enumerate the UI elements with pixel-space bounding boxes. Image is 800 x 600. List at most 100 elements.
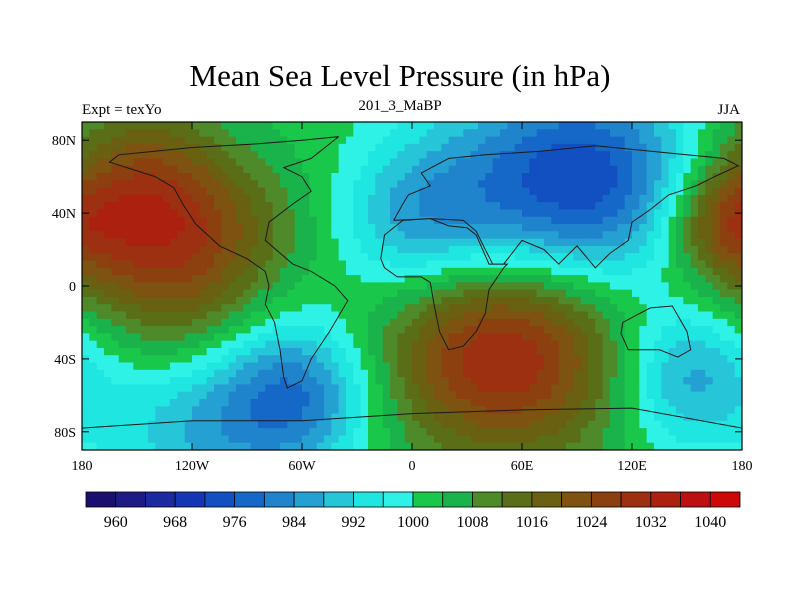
pressure-cell — [140, 194, 149, 203]
pressure-cell — [324, 202, 332, 210]
pressure-cell — [456, 369, 464, 378]
pressure-cell — [705, 377, 714, 385]
pressure-cell — [133, 391, 142, 400]
pressure-cell — [309, 362, 318, 371]
y-tick-label: 80S — [54, 426, 76, 441]
pressure-cell — [382, 129, 391, 137]
pressure-cell — [500, 253, 508, 261]
pressure-cell — [595, 151, 604, 159]
pressure-cell — [287, 260, 296, 269]
pressure-cell — [96, 420, 105, 429]
pressure-cell — [514, 129, 523, 137]
pressure-cell — [727, 420, 736, 429]
pressure-cell — [404, 340, 413, 349]
pressure-cell — [324, 318, 332, 327]
pressure-cell — [309, 158, 318, 167]
pressure-cell — [338, 369, 347, 378]
pressure-cell — [698, 209, 706, 218]
pressure-cell — [404, 129, 413, 137]
pressure-cell — [514, 224, 523, 232]
pressure-cell — [140, 420, 149, 429]
pressure-cell — [529, 260, 538, 269]
pressure-cell — [126, 231, 134, 240]
pressure-cell — [470, 238, 479, 247]
pressure-cell — [104, 151, 112, 159]
pressure-cell — [199, 398, 208, 407]
pressure-cell — [654, 165, 662, 174]
pressure-cell — [683, 245, 692, 254]
pressure-cell — [558, 304, 567, 312]
pressure-cell — [536, 289, 545, 298]
pressure-cell — [705, 333, 714, 342]
pressure-cell — [602, 355, 611, 363]
pressure-cell — [397, 180, 406, 188]
pressure-cell — [170, 296, 178, 305]
pressure-cell — [500, 420, 508, 429]
pressure-cell — [602, 318, 611, 327]
pressure-cell — [485, 442, 494, 451]
pressure-cell — [500, 435, 508, 444]
pressure-cell — [236, 420, 244, 429]
pressure-cell — [529, 202, 538, 210]
pressure-cell — [280, 158, 288, 167]
pressure-cell — [434, 282, 442, 291]
pressure-cell — [617, 333, 626, 342]
pressure-cell — [280, 260, 288, 269]
pressure-cell — [316, 420, 325, 429]
pressure-cell — [221, 282, 230, 291]
pressure-cell — [346, 260, 354, 269]
pressure-cell — [544, 151, 552, 159]
pressure-cell — [118, 224, 127, 232]
pressure-cell — [221, 413, 230, 422]
pressure-cell — [170, 122, 178, 130]
pressure-cell — [353, 260, 362, 269]
pressure-cell — [382, 216, 391, 225]
pressure-cell — [632, 165, 640, 174]
pressure-cell — [162, 253, 171, 261]
pressure-cell — [536, 311, 545, 320]
pressure-cell — [412, 435, 420, 444]
pressure-cell — [734, 216, 743, 225]
pressure-cell — [573, 202, 582, 210]
pressure-cell — [338, 187, 347, 196]
pressure-cell — [404, 231, 413, 240]
pressure-cell — [646, 413, 655, 422]
pressure-cell — [390, 311, 398, 320]
pressure-cell — [199, 435, 208, 444]
pressure-cell — [258, 428, 266, 436]
pressure-cell — [573, 413, 582, 422]
pressure-cell — [382, 391, 391, 400]
pressure-cell — [639, 202, 648, 210]
pressure-cell — [595, 384, 604, 393]
pressure-cell — [646, 202, 655, 210]
pressure-cell — [353, 187, 362, 196]
pressure-cell — [485, 158, 494, 167]
pressure-cell — [148, 224, 156, 232]
pressure-cell — [573, 209, 582, 218]
pressure-cell — [324, 245, 332, 254]
pressure-cell — [199, 158, 208, 167]
pressure-cell — [551, 151, 560, 159]
pressure-cell — [698, 413, 706, 422]
pressure-cell — [170, 413, 178, 422]
pressure-cell — [470, 420, 479, 429]
pressure-cell — [448, 362, 457, 371]
pressure-cell — [331, 209, 340, 218]
pressure-cell — [558, 347, 567, 356]
pressure-cell — [368, 173, 376, 181]
pressure-cell — [595, 267, 604, 276]
pressure-cell — [272, 304, 281, 312]
pressure-cell — [280, 384, 288, 393]
coastline — [108, 136, 349, 389]
pressure-cell — [331, 122, 340, 130]
pressure-cell — [82, 311, 90, 320]
pressure-cell — [331, 231, 340, 240]
pressure-cell — [448, 347, 457, 356]
pressure-cell — [485, 304, 494, 312]
pressure-cell — [96, 216, 105, 225]
pressure-cell — [265, 384, 274, 393]
pressure-cell — [654, 173, 662, 181]
pressure-cell — [544, 238, 552, 247]
pressure-cell — [580, 406, 589, 414]
pressure-cell — [140, 326, 149, 334]
